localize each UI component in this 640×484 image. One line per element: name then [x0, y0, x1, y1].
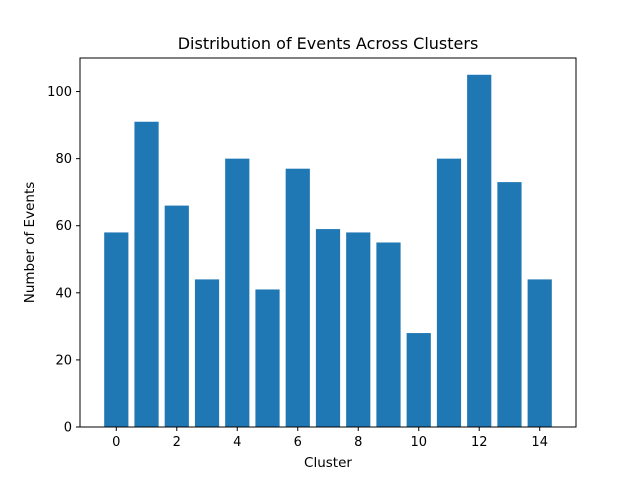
y-tick-label: 100 [47, 85, 72, 100]
x-axis-ticks: 0 2 4 6 8 10 12 14 [112, 427, 548, 450]
y-tick-label: 80 [55, 152, 72, 167]
bar-cluster-10 [406, 333, 431, 427]
bar-cluster-2 [164, 205, 189, 427]
y-tick-label: 40 [55, 286, 72, 301]
plot-frame [79, 57, 577, 428]
y-tick-label: 60 [55, 219, 72, 234]
x-tick-label: 12 [471, 435, 488, 450]
bar-cluster-12 [467, 74, 492, 428]
x-tick-label: 4 [233, 435, 241, 450]
y-axis-label: Number of Events [22, 182, 38, 304]
y-axis-ticks: 0 20 40 60 80 100 [47, 85, 80, 436]
bar-cluster-8 [346, 232, 371, 427]
y-tick-label: 20 [55, 353, 72, 368]
bar-cluster-5 [255, 289, 280, 427]
bar-cluster-6 [285, 168, 310, 427]
bar-cluster-11 [436, 158, 462, 427]
y-tick-label: 0 [64, 421, 72, 436]
bar-cluster-3 [194, 279, 220, 427]
bar-cluster-9 [376, 242, 401, 427]
bar-cluster-1 [134, 121, 159, 428]
x-axis-label: Cluster [304, 455, 352, 471]
bar-cluster-0 [104, 232, 129, 427]
x-tick-label: 2 [173, 435, 181, 450]
chart-title: Distribution of Events Across Clusters [178, 34, 479, 53]
x-tick-label: 6 [294, 435, 302, 450]
x-tick-label: 10 [410, 435, 427, 450]
x-tick-label: 0 [112, 435, 120, 450]
bar-cluster-7 [315, 229, 341, 427]
x-tick-label: 8 [354, 435, 362, 450]
x-tick-label: 14 [531, 435, 548, 450]
bar-cluster-14 [527, 279, 552, 427]
bars-group [104, 74, 552, 428]
bar-cluster-4 [225, 158, 250, 427]
bar-cluster-13 [497, 182, 522, 427]
